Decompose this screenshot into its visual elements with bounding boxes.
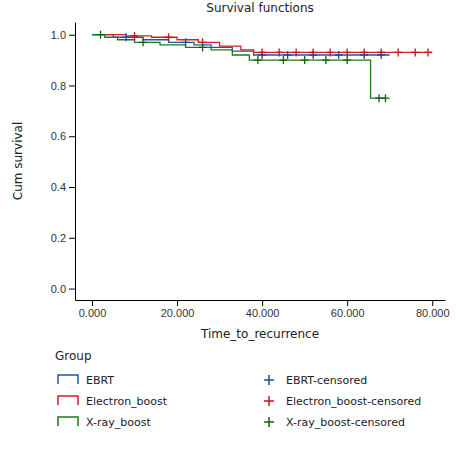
censor-mark <box>377 48 385 56</box>
censor-marks <box>131 32 432 57</box>
legend-entry: X-ray_boost <box>58 416 151 429</box>
y-tick-mark <box>69 238 75 239</box>
y-tick-label: 0.4 <box>51 181 66 193</box>
x-tick-mark <box>92 300 93 306</box>
title: Survival functions <box>206 1 313 15</box>
y-tick-label: 1.0 <box>51 29 66 41</box>
censor-mark <box>131 32 139 40</box>
x-tick: 0.000 <box>79 300 107 319</box>
x-tick-mark <box>432 300 433 306</box>
x-tick-label: 0.000 <box>79 307 107 319</box>
censor-mark <box>343 48 351 56</box>
y-tick: 0.0 <box>51 283 75 295</box>
censor-mark <box>254 56 262 64</box>
legend-symbol <box>58 417 78 426</box>
legend-symbol <box>58 396 78 405</box>
censor-mark <box>258 48 266 56</box>
legend: Group EBRT Electron_boost X-ray_boost EBRT-c… <box>55 349 421 429</box>
x-tick: 80.000 <box>416 300 450 319</box>
legend-entry: Electron_boost <box>58 395 168 408</box>
legend-label: EBRT-censored <box>286 374 367 387</box>
censor-mark <box>343 56 351 64</box>
y-tick: 1.0 <box>51 29 75 41</box>
legend-entry: Electron_boost-censored <box>264 395 421 408</box>
legend-label: Electron_boost <box>86 395 168 408</box>
legend-entry: EBRT-censored <box>264 374 367 387</box>
y-tick: 0.6 <box>51 130 75 142</box>
y-tick-label: 0.0 <box>51 283 66 295</box>
y-tick-mark <box>69 136 75 137</box>
legend-symbol <box>58 375 78 384</box>
x-tick: 60.000 <box>331 300 365 319</box>
x-tick-mark <box>262 300 263 306</box>
chart: Survival functions 0.000 20.000 40.000 60.00… <box>0 0 462 455</box>
y-tick-mark <box>69 187 75 188</box>
legend-label: EBRT <box>86 374 114 387</box>
censor-mark <box>122 33 130 41</box>
x-tick-label: 80.000 <box>416 307 450 319</box>
censor-mark <box>381 94 389 102</box>
y-tick-mark <box>69 85 75 86</box>
y-tick-label: 0.2 <box>51 232 66 244</box>
x-tick: 40.000 <box>246 300 280 319</box>
x-axis-line <box>76 300 446 301</box>
y-tick: 0.8 <box>51 79 75 91</box>
y-axis-title: Cum survival <box>11 122 25 201</box>
x-tick-mark <box>347 300 348 306</box>
y-axis: 0.0 0.2 0.4 0.6 0.8 1.0 <box>51 23 76 301</box>
censor-mark <box>335 51 343 59</box>
x-axis-title: Time_to_recurrence <box>200 327 319 341</box>
legend-label: Electron_boost-censored <box>286 395 421 408</box>
x-tick-label: 60.000 <box>331 307 365 319</box>
legend-title: Group <box>55 349 92 363</box>
legend-symbol <box>264 375 274 385</box>
censor-mark <box>284 51 292 59</box>
censor-mark <box>292 48 300 56</box>
legend-symbol <box>264 396 274 406</box>
y-tick: 0.2 <box>51 232 75 244</box>
censor-marks <box>122 33 385 59</box>
legend-entry: EBRT <box>58 374 114 387</box>
y-tick-label: 0.8 <box>51 79 66 91</box>
censor-mark <box>360 48 368 56</box>
y-tick-mark <box>69 35 75 36</box>
legend-label: X-ray_boost-censored <box>286 416 405 429</box>
censor-mark <box>309 48 317 56</box>
censor-marks <box>97 31 390 102</box>
censor-mark <box>275 48 283 56</box>
censor-mark <box>411 48 419 56</box>
x-tick: 20.000 <box>161 300 195 319</box>
x-tick-label: 40.000 <box>246 307 280 319</box>
y-tick: 0.4 <box>51 181 75 193</box>
censor-mark <box>199 43 207 51</box>
censor-mark <box>97 31 105 39</box>
legend-entry: X-ray_boost-censored <box>264 416 405 429</box>
y-axis-line <box>75 23 76 301</box>
censor-mark <box>301 56 309 64</box>
censor-mark <box>424 48 432 56</box>
x-axis: 0.000 20.000 40.000 60.000 80.000 <box>76 300 450 319</box>
plot-area <box>92 31 432 102</box>
censor-mark <box>139 38 147 46</box>
censor-mark <box>279 56 287 64</box>
censor-mark <box>394 48 402 56</box>
x-tick-mark <box>177 300 178 306</box>
censor-mark <box>326 48 334 56</box>
censor-mark <box>322 56 330 64</box>
legend-label: X-ray_boost <box>86 416 151 429</box>
y-tick-mark <box>69 289 75 290</box>
x-tick-label: 20.000 <box>161 307 195 319</box>
legend-symbol <box>264 417 274 427</box>
censor-mark <box>165 33 173 41</box>
survival-line <box>92 35 385 98</box>
censor-mark <box>182 38 190 46</box>
y-tick-label: 0.6 <box>51 130 66 142</box>
